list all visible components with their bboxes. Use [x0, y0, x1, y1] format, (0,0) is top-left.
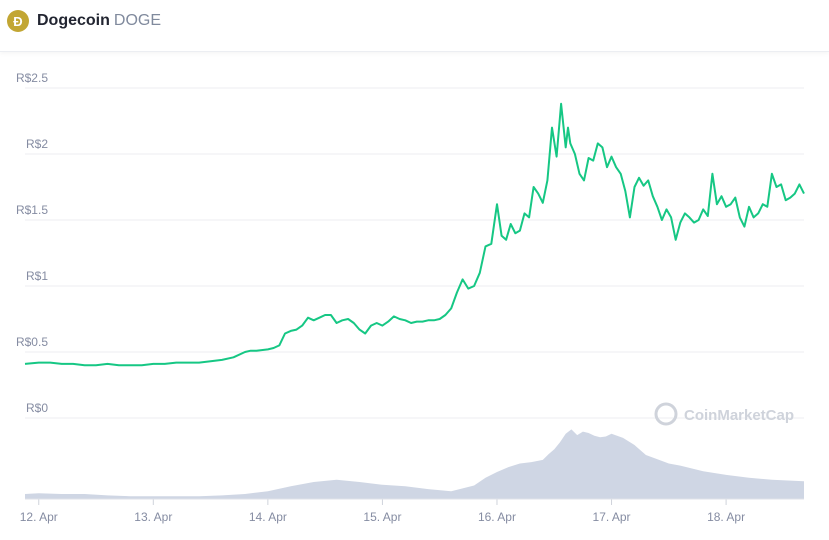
x-tick-label: 18. Apr	[707, 510, 745, 524]
chart-grid	[25, 87, 804, 419]
y-axis-ticks: R$0 R$0.5 R$1 R$1.5 R$2 R$2.5	[16, 71, 48, 415]
y-tick-label: R$1	[26, 269, 48, 283]
x-tick-label: 14. Apr	[249, 510, 287, 524]
watermark-text: CoinMarketCap	[684, 407, 794, 424]
x-tick-label: 12. Apr	[20, 510, 58, 524]
y-tick-label: R$2	[26, 137, 48, 151]
y-tick-label: R$1.5	[16, 203, 48, 217]
coin-symbol: DOGE	[113, 12, 162, 29]
dogecoin-logo-icon: Ð	[7, 10, 29, 32]
x-tick-label: 15. Apr	[363, 510, 401, 524]
volume-series	[25, 429, 804, 499]
y-tick-label: R$0	[26, 401, 48, 415]
coin-header: Ð Dogecoin DOGE	[0, 0, 829, 52]
price-line	[24, 102, 805, 367]
x-axis-ticks: 12. Apr 13. Apr 14. Apr 15. Apr 16. Apr 17. A…	[20, 498, 804, 524]
y-tick-label: R$0.5	[16, 335, 48, 349]
x-tick-label: 17. Apr	[593, 510, 631, 524]
coin-title: Dogecoin DOGE	[37, 12, 161, 30]
coinmarketcap-watermark: CoinMarketCap	[654, 402, 794, 426]
x-tick-label: 16. Apr	[478, 510, 516, 524]
x-tick-label: 13. Apr	[134, 510, 172, 524]
y-tick-label: R$2.5	[16, 71, 48, 85]
coin-name: Dogecoin	[37, 12, 110, 29]
volume-area	[25, 429, 804, 499]
coinmarketcap-logo-icon	[654, 402, 678, 426]
price-series	[24, 102, 805, 367]
